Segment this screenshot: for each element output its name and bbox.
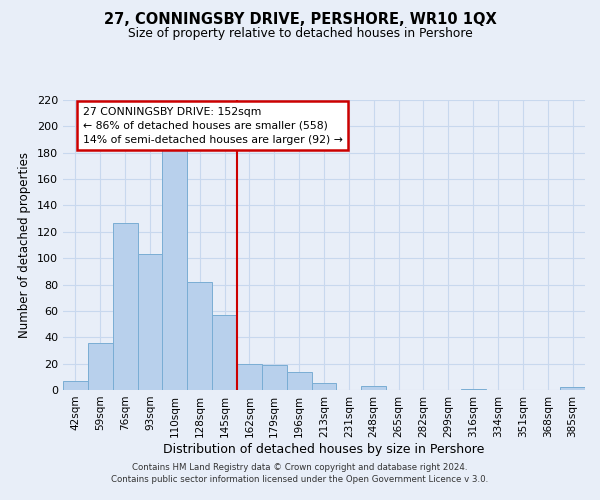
Bar xyxy=(287,372,311,390)
Bar xyxy=(361,386,386,390)
Text: Contains public sector information licensed under the Open Government Licence v : Contains public sector information licen… xyxy=(112,475,488,484)
Text: 27 CONNINGSBY DRIVE: 152sqm
← 86% of detached houses are smaller (558)
14% of se: 27 CONNINGSBY DRIVE: 152sqm ← 86% of det… xyxy=(83,106,343,144)
Bar xyxy=(311,384,337,390)
Bar xyxy=(63,381,88,390)
Bar xyxy=(212,315,237,390)
Bar xyxy=(237,364,262,390)
Text: Size of property relative to detached houses in Pershore: Size of property relative to detached ho… xyxy=(128,28,472,40)
Y-axis label: Number of detached properties: Number of detached properties xyxy=(19,152,31,338)
Bar xyxy=(560,388,585,390)
Bar xyxy=(163,150,187,390)
Bar xyxy=(113,222,137,390)
Bar xyxy=(187,282,212,390)
Text: 27, CONNINGSBY DRIVE, PERSHORE, WR10 1QX: 27, CONNINGSBY DRIVE, PERSHORE, WR10 1QX xyxy=(104,12,496,28)
X-axis label: Distribution of detached houses by size in Pershore: Distribution of detached houses by size … xyxy=(163,442,485,456)
Bar xyxy=(262,365,287,390)
Text: Contains HM Land Registry data © Crown copyright and database right 2024.: Contains HM Land Registry data © Crown c… xyxy=(132,464,468,472)
Bar xyxy=(137,254,163,390)
Bar xyxy=(88,342,113,390)
Bar xyxy=(461,388,485,390)
